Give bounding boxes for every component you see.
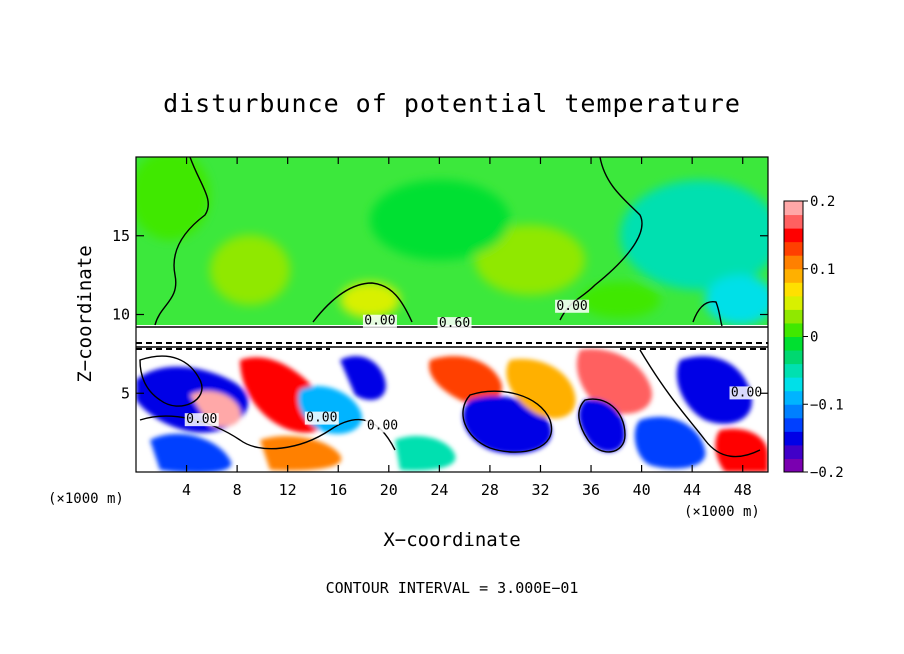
field-blob (576, 349, 652, 414)
colorbar-tick-label: −0.2 (810, 465, 844, 481)
x-tick-label: 36 (582, 481, 600, 499)
x-axis-label: X−coordinate (383, 529, 520, 551)
contour-label-bg (362, 314, 397, 328)
colorbar-ticks: −0.2 −0.1 0 0.1 0.2 (803, 194, 844, 481)
x-tick-label: 44 (683, 481, 701, 499)
field-blob (370, 180, 510, 260)
colorbar-swatch (784, 336, 803, 351)
x-unit-right: (×1000 m) (684, 504, 760, 520)
field-blob (620, 180, 768, 290)
colorbar-tick-label: 0.2 (810, 194, 835, 210)
contour-line (154, 157, 209, 326)
contour-label: 0.00 (556, 299, 587, 314)
colorbar-swatch (784, 377, 803, 392)
field-blob (578, 399, 625, 452)
field-blob (395, 435, 456, 471)
colorbar-swatch (784, 444, 803, 459)
contour-label: 0.00 (367, 418, 398, 433)
colorbar-tick-label: −0.1 (810, 397, 844, 413)
colorbar-swatch (784, 295, 803, 310)
colorbar-swatch (784, 228, 803, 243)
colorbar-swatch (784, 322, 803, 337)
field-blob (462, 396, 552, 454)
colorbar-swatch (784, 390, 803, 405)
x-tick-label: 40 (633, 481, 651, 499)
x-unit-left: (×1000 m) (48, 491, 124, 507)
x-tick-label: 28 (481, 481, 499, 499)
x-tick-label: 32 (531, 481, 549, 499)
chart-title: disturbunce of potential temperature (163, 89, 741, 118)
x-tick-label: 16 (329, 481, 347, 499)
contour-label: 0.00 (186, 412, 217, 427)
field-blob (580, 282, 660, 318)
field-blob (676, 356, 752, 424)
contour-line (462, 390, 553, 453)
x-tick-label: 4 (182, 481, 191, 499)
contour-label: 0.00 (364, 314, 395, 329)
colorbar-tick-label: 0 (810, 330, 818, 346)
dashed-contours (136, 342, 768, 350)
field-blob (705, 275, 768, 325)
y-axis-label: Z−coordinate (74, 245, 96, 382)
contour-line (312, 282, 413, 323)
colorbar-swatch (784, 309, 803, 324)
contour-label-bg (555, 299, 590, 313)
colorbar-swatch (784, 417, 803, 432)
contour-label-bg (729, 386, 764, 400)
x-tick-label: 12 (279, 481, 297, 499)
colorbar-swatch (784, 282, 803, 297)
x-tick-label: 24 (430, 481, 448, 499)
y-tick-label: 5 (121, 384, 130, 402)
colorbar-swatch (784, 350, 803, 365)
contour-line (639, 349, 761, 458)
colorbar-swatch (784, 363, 803, 378)
contour-label-bg (365, 419, 400, 433)
contour-label: 0.60 (439, 316, 470, 331)
colorbar-swatch (784, 201, 803, 216)
inversion-band (136, 330, 768, 348)
field-blob (210, 235, 290, 305)
contour-label-bg (184, 413, 219, 427)
field-blob (260, 435, 342, 471)
field-blob (190, 390, 241, 427)
contour-labels: 0.00 0.60 0.00 0.00 0.00 0.00 0.00 (184, 299, 764, 433)
y-tick-label: 15 (112, 227, 130, 245)
contour-line (692, 301, 723, 327)
colorbar-swatch (784, 404, 803, 419)
contour-line (578, 398, 626, 453)
colorbar-tick-label: 0.1 (810, 262, 835, 278)
field-blob (634, 416, 706, 469)
contour-line (559, 157, 643, 321)
colorbar-swatch (784, 241, 803, 256)
field-blob (340, 282, 400, 318)
field-blob (475, 225, 585, 295)
field-blob (150, 433, 232, 472)
contour-label-bg (437, 317, 472, 331)
contour-label: 0.00 (306, 411, 337, 426)
x-tick-label: 20 (380, 481, 398, 499)
y-axis-ticks: 5 10 15 (112, 227, 768, 402)
y-tick-label: 10 (112, 306, 130, 324)
contour-interval-note: CONTOUR INTERVAL = 3.000E−01 (326, 579, 579, 597)
colorbar-swatch (784, 458, 803, 473)
contour-label-bg (304, 411, 339, 425)
colorbar (783, 200, 804, 473)
colorbar-swatch (784, 255, 803, 270)
x-axis-ticks: 4 8 12 16 20 24 28 32 36 40 44 48 (182, 157, 752, 499)
field-blob (506, 359, 576, 419)
x-tick-label: 48 (734, 481, 752, 499)
field-blob (715, 428, 768, 472)
x-tick-label: 8 (233, 481, 242, 499)
heatmap-field (136, 157, 768, 472)
field-blob (340, 356, 386, 400)
contour-line (139, 355, 203, 407)
colorbar-swatch (784, 431, 803, 446)
colorbar-swatch (784, 268, 803, 283)
contour-label: 0.00 (731, 385, 762, 400)
colorbar-swatch (784, 214, 803, 229)
field-blob (136, 157, 210, 240)
